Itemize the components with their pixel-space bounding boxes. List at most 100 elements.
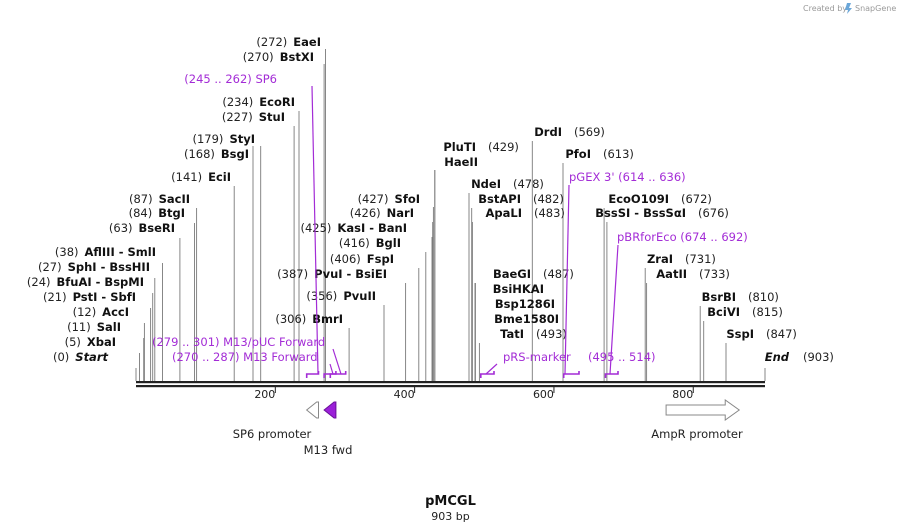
cut-site-label: BsiHKAI: [493, 282, 544, 296]
primer-label: pBRforEco (674 .. 692): [617, 230, 748, 244]
cut-site-label: End (903): [765, 350, 834, 364]
cut-site-position: (483): [534, 206, 565, 220]
cut-site-label: BfuAI - BspMI (24): [27, 275, 144, 289]
cut-site-label: BglI (416): [339, 236, 401, 250]
cut-site-name: AatII: [656, 267, 687, 281]
cut-site-position: (356): [306, 289, 337, 303]
cut-site-label: FspI (406): [330, 252, 394, 266]
cut-site-position: (179): [192, 132, 223, 146]
primer-label: (279 .. 301) M13/pUC Forward: [152, 335, 325, 349]
plasmid-title: pMCGL: [425, 494, 476, 509]
axis-ticks: 200 400 600 800: [254, 387, 694, 401]
primer-label: pRS-marker: [503, 350, 571, 364]
feature-arrow: [323, 401, 337, 419]
cut-site-position: (676): [698, 206, 729, 220]
cut-site-label: SacII (87): [129, 192, 190, 206]
cut-site-lines: [135, 49, 766, 381]
axis-tick-label: 600: [533, 388, 554, 401]
cut-site-name: StuI: [259, 110, 285, 124]
cut-site-name: BseRI: [138, 221, 175, 235]
cut-site-position: (0): [53, 350, 69, 364]
cut-site-name: BstAPI: [478, 192, 521, 206]
cut-site-position: (84): [129, 206, 153, 220]
cut-site-label: EciI (141): [171, 170, 231, 184]
cut-site-name: PluTI: [443, 140, 476, 154]
cut-site-name: BsgI: [221, 147, 249, 161]
created-by-label: Created by: [803, 4, 847, 13]
cut-site-position: (482): [533, 192, 564, 206]
cut-site-name: StyI: [229, 132, 255, 146]
primer-leader-line: [332, 348, 342, 375]
cut-site-label: AflIII - SmlI (38): [55, 245, 156, 259]
primer-binding-mark: [323, 371, 337, 378]
primer-label: (245 .. 262) SP6: [184, 72, 277, 86]
cut-site-name: AflIII - SmlI: [84, 245, 156, 259]
cut-site-name: EcoRI: [259, 95, 295, 109]
cut-site-name: PfoI: [565, 147, 591, 161]
cut-site-name: SspI: [726, 327, 754, 341]
cut-site-name: PstI - SbfI: [73, 290, 136, 304]
cut-site-position: (425): [300, 221, 331, 235]
cut-site-label: StyI (179): [192, 132, 255, 146]
cut-site-name: NarI: [387, 206, 414, 220]
cut-site-label: BstXI (270): [243, 50, 314, 64]
cut-site-label: BsrBI (810): [702, 290, 779, 304]
cut-site-name: NdeI: [471, 177, 501, 191]
cut-site-position: (27): [38, 260, 62, 274]
primer-leader-line: [485, 363, 498, 375]
cut-site-name: Start: [75, 350, 108, 364]
cut-site-name: EciI: [208, 170, 231, 184]
cut-site-label: BstAPI (482): [478, 192, 564, 206]
cut-site-label: PfoI (613): [565, 147, 634, 161]
cut-site-position: (11): [67, 320, 91, 334]
cut-site-name: EaeI: [293, 35, 321, 49]
cut-site-position: (815): [752, 305, 783, 319]
cut-site-name: DrdI: [534, 125, 562, 139]
primer-binding-mark: [305, 371, 320, 378]
feature-arrow: [305, 401, 320, 419]
cut-site-position: (613): [603, 147, 634, 161]
primer-leader-line: [609, 244, 619, 375]
cut-site-position: (24): [27, 275, 51, 289]
cut-site-label: EcoRI (234): [222, 95, 295, 109]
cut-site-labels: Start (0) XbaI (5) SalI (11) AccI (12)PstI - Sb…: [27, 35, 834, 364]
cut-site-position: (5): [65, 335, 81, 349]
cut-site-position: (416): [339, 236, 370, 250]
feature-label: M13 fwd: [304, 443, 353, 457]
cut-site-position: (306): [275, 312, 306, 326]
cut-site-label: BsgI (168): [184, 147, 249, 161]
cut-site-label: BssSI - BssSαI (676): [595, 206, 729, 220]
axis-tick-label: 200: [254, 388, 275, 401]
cut-site-label: BaeGI (487): [493, 267, 574, 281]
cut-site-name: BtgI: [158, 206, 185, 220]
cut-site-position: (427): [358, 192, 389, 206]
snapgene-logo-icon: [845, 3, 852, 14]
cut-site-position: (21): [43, 290, 67, 304]
cut-site-name: BglI: [376, 236, 401, 250]
cut-site-name: Bme1580I: [494, 312, 559, 326]
cut-site-position: (810): [748, 290, 779, 304]
cut-site-name: BciVI: [707, 305, 740, 319]
primer-binding-mark: [604, 371, 619, 378]
cut-site-name: SfoI: [395, 192, 420, 206]
cut-site-position: (672): [681, 192, 712, 206]
cut-site-label: BtgI (84): [129, 206, 185, 220]
cut-site-name: BaeGI: [493, 267, 531, 281]
cut-site-name: TatI: [500, 327, 524, 341]
cut-site-position: (731): [685, 252, 716, 266]
cut-site-name: BstXI: [280, 50, 314, 64]
cut-site-name: BsrBI: [702, 290, 736, 304]
cut-site-position: (847): [766, 327, 797, 341]
primer-label: pGEX 3' (614 .. 636): [569, 170, 686, 184]
cut-site-label: PvuII (356): [306, 289, 376, 303]
cut-site-name: Bsp1286I: [495, 297, 555, 311]
cut-site-label: TatI (493): [500, 327, 567, 341]
cut-site-label: EcoO109I (672): [608, 192, 712, 206]
cut-site-name: End: [765, 350, 790, 364]
cut-site-label: BseRI (63): [109, 221, 175, 235]
cut-site-name: ApaLI: [486, 206, 523, 220]
feature-label: SP6 promoter: [233, 427, 312, 441]
cut-site-label: BciVI (815): [707, 305, 783, 319]
cut-site-position: (38): [55, 245, 79, 259]
cut-site-position: (426): [350, 206, 381, 220]
